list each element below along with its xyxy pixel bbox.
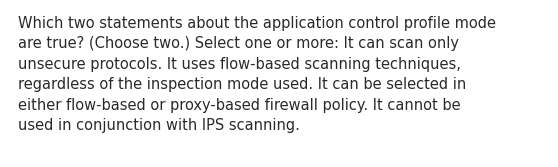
Text: Which two statements about the application control profile mode
are true? (Choos: Which two statements about the applicati… (18, 16, 496, 133)
